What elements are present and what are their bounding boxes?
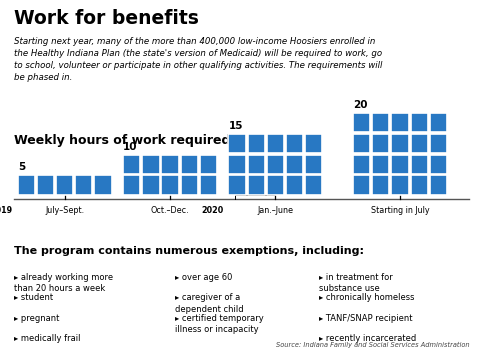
Text: Work for benefits: Work for benefits: [14, 9, 199, 28]
Bar: [353, 113, 370, 132]
Bar: [123, 155, 140, 174]
Bar: [18, 175, 35, 195]
Text: Starting in July: Starting in July: [371, 206, 429, 215]
Bar: [286, 134, 303, 153]
Text: 20: 20: [353, 100, 367, 110]
Text: ▸ chronically homeless: ▸ chronically homeless: [319, 293, 414, 302]
Bar: [411, 175, 428, 195]
Bar: [430, 155, 447, 174]
Bar: [430, 134, 447, 153]
Text: ▸ already working more
than 20 hours a week: ▸ already working more than 20 hours a w…: [14, 273, 114, 293]
Bar: [123, 175, 140, 195]
Bar: [353, 175, 370, 195]
Bar: [267, 155, 284, 174]
Bar: [372, 155, 389, 174]
Text: ▸ pregnant: ▸ pregnant: [14, 314, 60, 323]
Text: Source: Indiana Family and Social Services Administration: Source: Indiana Family and Social Servic…: [276, 342, 469, 348]
Bar: [391, 155, 409, 174]
Text: ▸ recently incarcerated: ▸ recently incarcerated: [319, 334, 416, 343]
Bar: [372, 113, 389, 132]
Bar: [94, 175, 112, 195]
Bar: [161, 175, 179, 195]
Bar: [267, 175, 284, 195]
Bar: [411, 113, 428, 132]
Text: Jan.–June: Jan.–June: [257, 206, 294, 215]
Bar: [305, 155, 322, 174]
Bar: [37, 175, 54, 195]
Bar: [286, 175, 303, 195]
Bar: [200, 175, 217, 195]
Bar: [200, 155, 217, 174]
Text: Oct.–Dec.: Oct.–Dec.: [151, 206, 189, 215]
Bar: [411, 155, 428, 174]
Bar: [391, 134, 409, 153]
Bar: [430, 113, 447, 132]
Bar: [248, 155, 265, 174]
Bar: [181, 175, 198, 195]
Bar: [161, 155, 179, 174]
Bar: [411, 134, 428, 153]
Text: ▸ certified temporary
illness or incapacity: ▸ certified temporary illness or incapac…: [175, 314, 263, 334]
Bar: [267, 134, 284, 153]
Bar: [305, 134, 322, 153]
Text: 2019: 2019: [0, 206, 13, 215]
Text: ▸ medically frail: ▸ medically frail: [14, 334, 81, 343]
Text: 15: 15: [228, 121, 243, 131]
Bar: [142, 175, 160, 195]
Text: ▸ TANF/SNAP recipient: ▸ TANF/SNAP recipient: [319, 314, 412, 323]
Text: ▸ over age 60: ▸ over age 60: [175, 273, 232, 282]
Text: ▸ caregiver of a
dependent child: ▸ caregiver of a dependent child: [175, 293, 243, 314]
Bar: [142, 155, 160, 174]
Bar: [248, 134, 265, 153]
Bar: [353, 155, 370, 174]
Bar: [305, 175, 322, 195]
Text: 2020: 2020: [202, 206, 224, 215]
Text: 10: 10: [123, 142, 137, 152]
Text: July–Sept.: July–Sept.: [45, 206, 84, 215]
Bar: [372, 175, 389, 195]
Text: ▸ student: ▸ student: [14, 293, 54, 302]
Bar: [228, 155, 246, 174]
Bar: [430, 175, 447, 195]
Bar: [353, 134, 370, 153]
Bar: [228, 134, 246, 153]
Bar: [56, 175, 73, 195]
Bar: [228, 175, 246, 195]
Text: 5: 5: [18, 163, 25, 172]
Text: Weekly hours of work required: Weekly hours of work required: [14, 134, 231, 147]
Bar: [391, 113, 409, 132]
Bar: [248, 175, 265, 195]
Bar: [286, 155, 303, 174]
Text: Starting next year, many of the more than 400,000 low-income Hoosiers enrolled i: Starting next year, many of the more tha…: [14, 37, 383, 82]
Text: ▸ in treatment for
substance use: ▸ in treatment for substance use: [319, 273, 392, 293]
Bar: [372, 134, 389, 153]
Text: The program contains numerous exemptions, including:: The program contains numerous exemptions…: [14, 246, 365, 256]
Bar: [75, 175, 92, 195]
Bar: [391, 175, 409, 195]
Bar: [181, 155, 198, 174]
